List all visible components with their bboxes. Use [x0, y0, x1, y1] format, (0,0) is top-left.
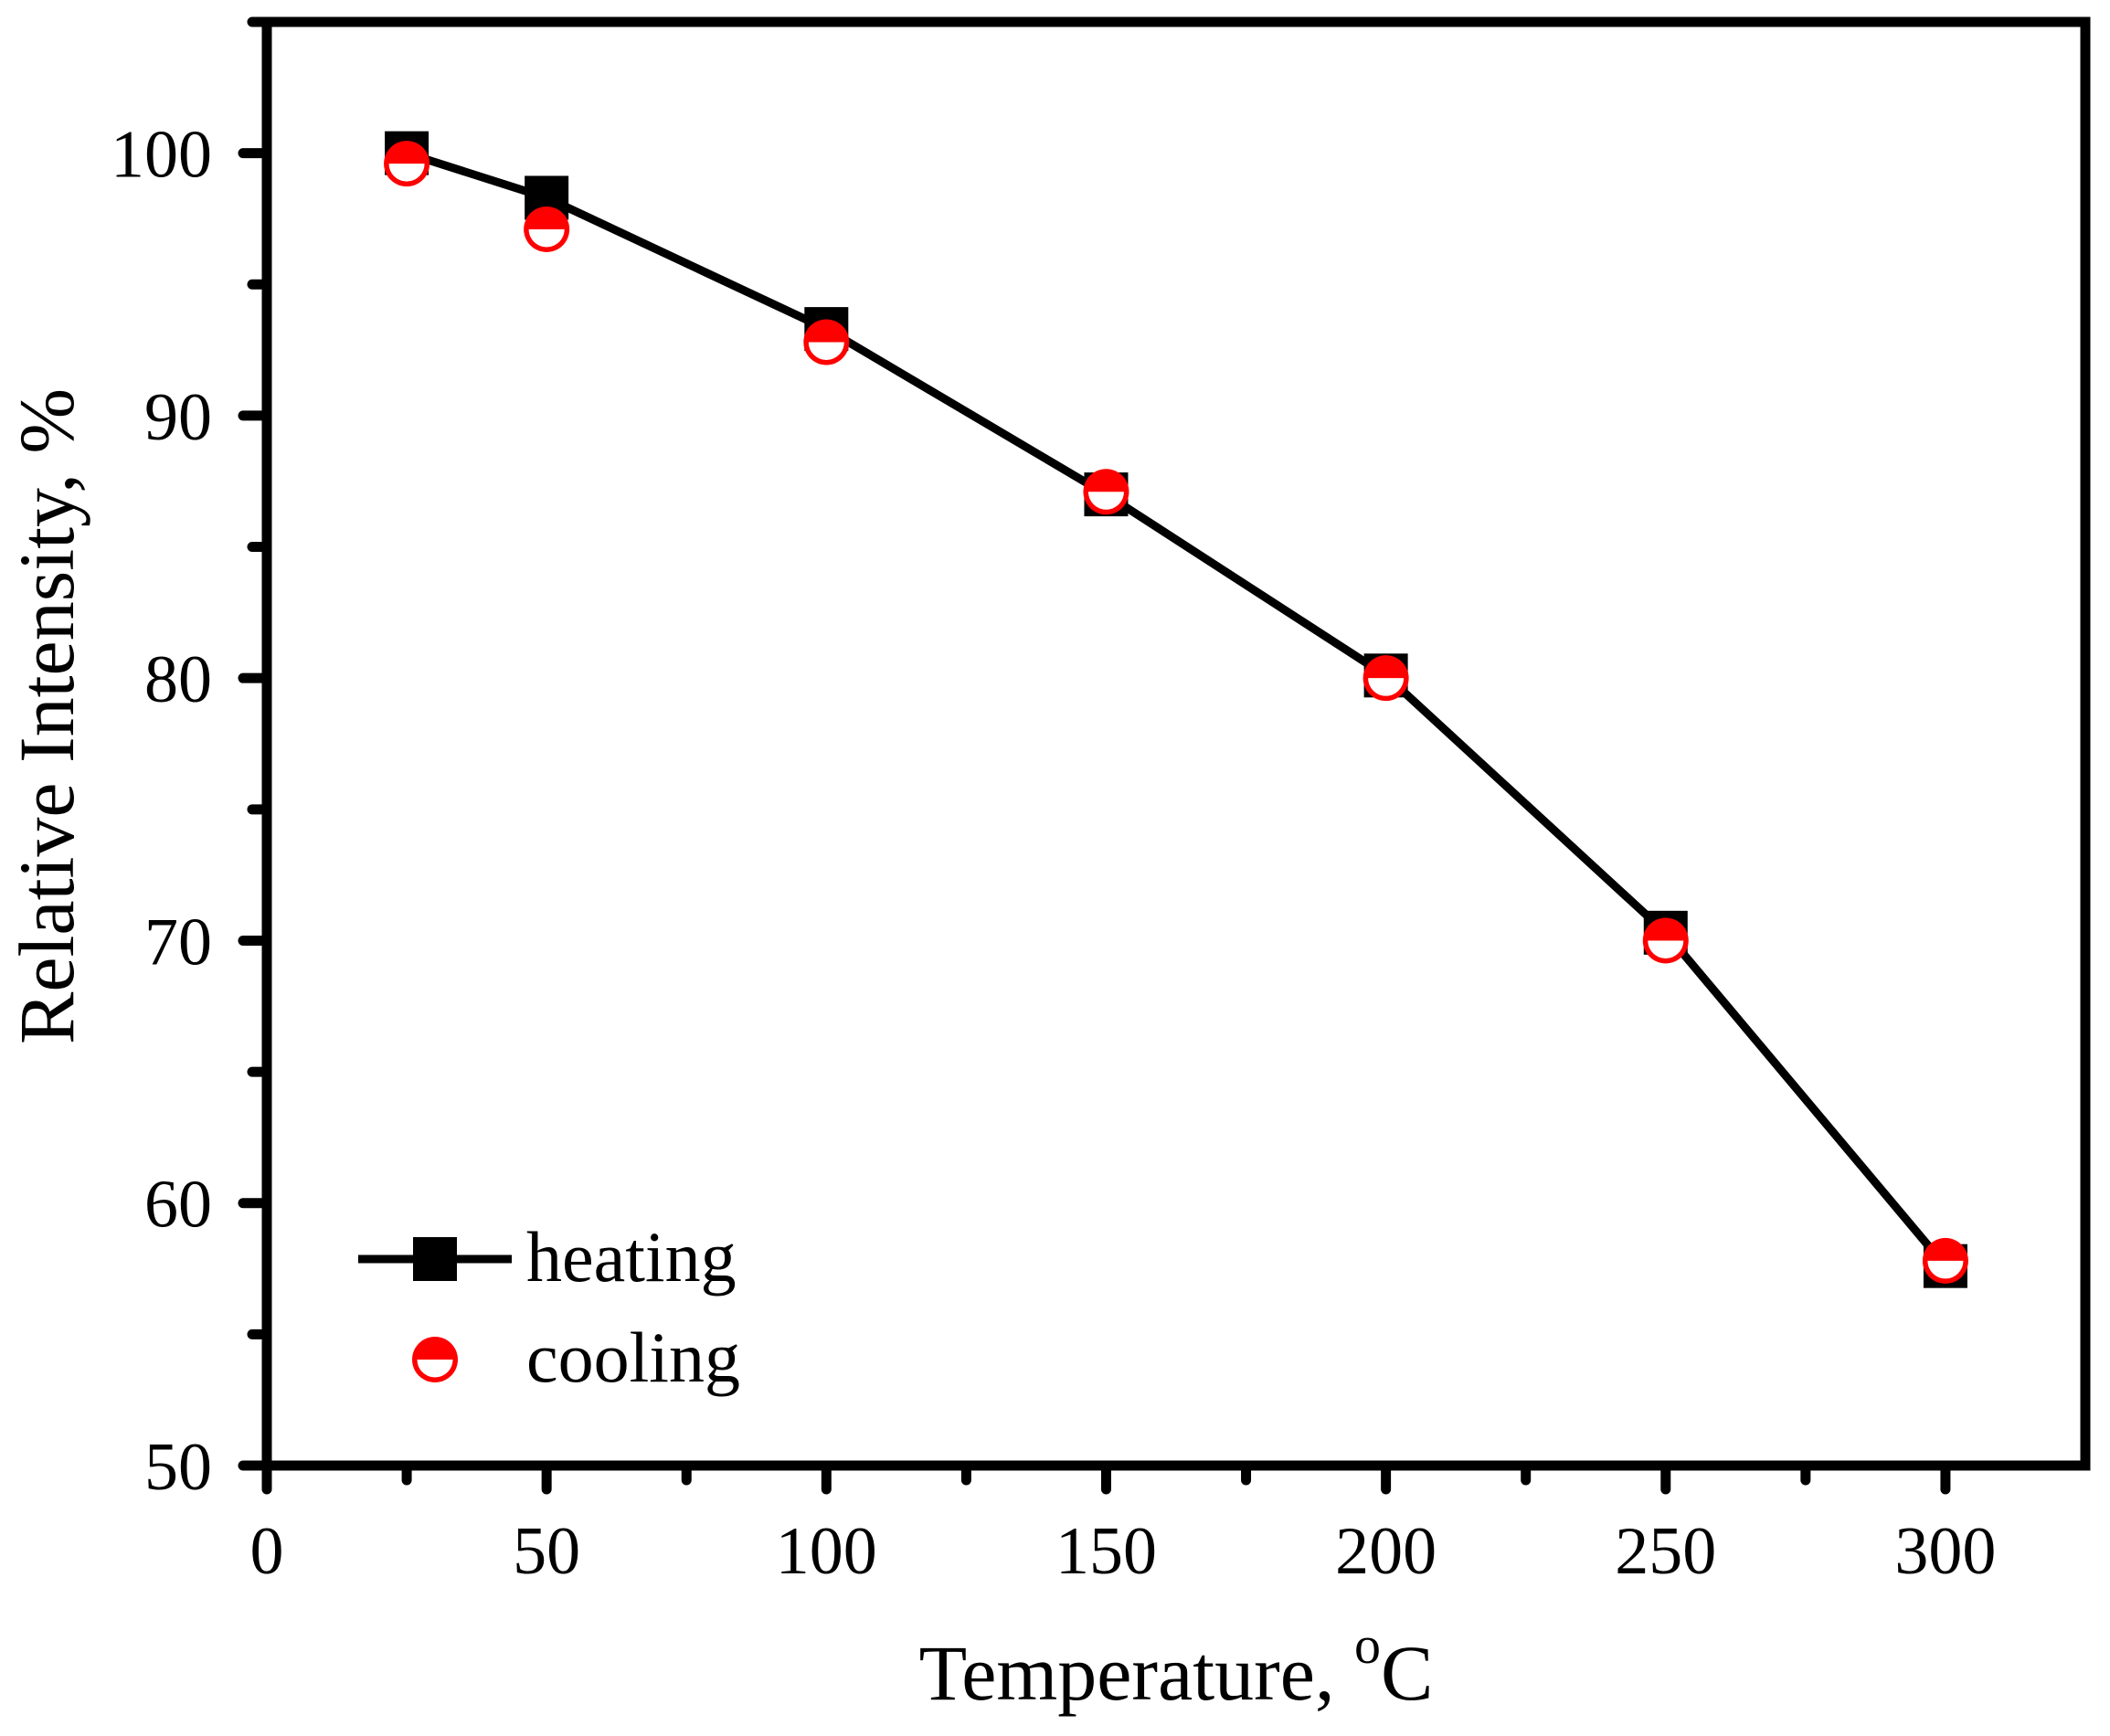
marker-cooling-ring: [1643, 917, 1689, 963]
series-lines: [405, 149, 1949, 1269]
y-axis-label: Relative Intensity, %: [3, 388, 90, 1044]
marker-cooling-ring: [1363, 655, 1409, 701]
x-tick-label: 200: [1335, 1514, 1437, 1589]
x-tick-label: 300: [1894, 1514, 1996, 1589]
y-tick-label: 100: [111, 118, 212, 193]
y-tick-label: 50: [144, 1430, 212, 1505]
x-tick-label: 0: [250, 1514, 284, 1589]
y-tick-label: 70: [144, 905, 212, 979]
marker-cooling: [1922, 1237, 1968, 1284]
legend-label-heating: heating: [526, 1217, 737, 1297]
tick-labels: 0 50 100 150 200 250 300 50 60 70 80 90 100: [111, 118, 1996, 1589]
legend-label-cooling: cooling: [526, 1318, 740, 1397]
marker-cooling-ring: [803, 319, 849, 365]
marker-cooling-ring: [384, 141, 429, 186]
marker-cooling: [384, 141, 430, 187]
x-tick-label: 50: [513, 1514, 580, 1589]
marker-cooling-ring: [524, 206, 569, 252]
y-tick-label: 80: [144, 642, 212, 717]
marker-cooling-ring: [1923, 1238, 1968, 1284]
axis-ticks: [238, 16, 1951, 1495]
data-markers: [384, 131, 1968, 1288]
legend-marker-heating: [413, 1237, 457, 1281]
x-axis-label-superscript: o: [1354, 1615, 1381, 1675]
marker-cooling: [1083, 469, 1129, 515]
x-tick-label: 150: [1055, 1514, 1157, 1589]
x-tick-label: 100: [776, 1514, 877, 1589]
y-tick-label: 60: [144, 1168, 212, 1243]
series-line-heating: [405, 149, 1949, 1269]
legend: heating cooling: [358, 1217, 740, 1397]
y-tick-label: 90: [144, 380, 212, 455]
x-axis-label: Temperature, oC: [919, 1615, 1434, 1717]
marker-cooling: [1362, 655, 1409, 702]
x-axis-label-unit: C: [1381, 1629, 1433, 1717]
marker-cooling: [803, 319, 850, 365]
marker-cooling: [524, 206, 570, 252]
marker-cooling: [1642, 917, 1689, 964]
x-axis-label-main: Temperature,: [919, 1629, 1354, 1717]
marker-cooling-ring: [1083, 469, 1129, 514]
x-tick-label: 250: [1615, 1514, 1716, 1589]
legend-marker-cooling: [412, 1337, 458, 1382]
legend-marker-cooling-ring: [412, 1337, 458, 1382]
plot-frame: [261, 16, 2091, 1471]
